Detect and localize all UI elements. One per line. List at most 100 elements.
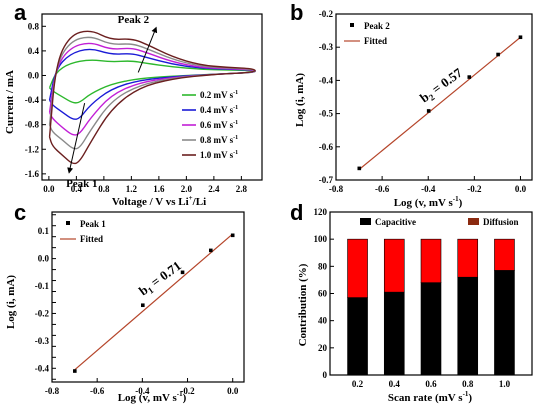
panel-c-series [73, 233, 235, 373]
panel-d-y-tick-label: 100 [314, 234, 328, 244]
fitted-line [358, 36, 521, 170]
panel-a-curves [48, 30, 256, 165]
panel-a-x-tick-label: 1.6 [153, 184, 165, 194]
legend-point-marker [350, 23, 354, 27]
panel-b: b -0.8 -0.6 -0.4 -0.2 0.0-0.2-0.3-0.4-0.5-0.… [290, 0, 533, 209]
capacitive-bar [347, 297, 368, 376]
panel-d-x-tick-label: 1.0 [499, 379, 511, 389]
panel-c-y-tick-label: 0.0 [38, 254, 50, 264]
panel-b-x-tick-label: -0.8 [329, 184, 344, 194]
panel-b-x-tick-label: -0.4 [421, 184, 436, 194]
panel-a-y-tick-label: -0.4 [25, 95, 40, 105]
panel-d-y-tick-label: 120 [314, 207, 328, 217]
legend-label: Diffusion [483, 217, 519, 227]
cv-curve-1 [48, 59, 256, 104]
panel-c-y-axis-label: Log (i, mA) [5, 275, 17, 329]
panel-d-ticks: 0 20 40 60 80 100 120 0.2 0.4 0.6 0.8 1.0 [314, 207, 511, 389]
panel-a-letter: a [14, 0, 27, 25]
data-point [467, 75, 472, 79]
peak-2-arrow [137, 26, 158, 73]
panel-b-y-tick-label: -0.4 [319, 75, 334, 85]
panel-a-x-tick-label: 1.2 [126, 184, 138, 194]
panel-a-x-tick-label: 0.0 [43, 184, 55, 194]
panel-d: d 0 20 40 60 80 100 120 0.2 0.4 0.6 0.8 1.0 Capacit… [290, 200, 533, 404]
peak-1-arrow [67, 103, 86, 174]
panel-c-x-tick-label: 0.0 [227, 386, 239, 396]
peak-arrows [67, 26, 158, 174]
data-point [496, 52, 500, 57]
panel-c-x-tick-label: -0.8 [45, 386, 60, 396]
panel-c-y-tick-label: -0.2 [35, 308, 50, 318]
data-point [141, 303, 145, 308]
panel-a-y-tick-label: -1.6 [25, 169, 40, 179]
panel-b-plot-frame [335, 13, 533, 181]
data-point [518, 35, 523, 40]
capacitive-bar [383, 291, 405, 376]
panel-b-letter: b [290, 0, 303, 25]
panel-b-ticks: -0.8 -0.6 -0.4 -0.2 0.0 -0.2 -0.3 -0.4 -0.5 -0.6 -… [319, 9, 527, 194]
panel-b-x-tick-label: -0.6 [375, 184, 390, 194]
panel-a-x-tick-label: 0.4 [71, 184, 83, 194]
panel-c: c -0.8 -0.6 -0.4 -0.2 0.00.10.0-0.1-0.2-0.3-… [5, 200, 245, 404]
panel-d-y-tick-label: 0 [323, 370, 328, 380]
panel-b-series [357, 35, 523, 171]
panel-b-x-tick-label: 0.0 [515, 184, 527, 194]
panel-d-x-tick-label: 0.6 [425, 379, 437, 389]
panel-d-y-tick-label: 60 [318, 289, 328, 299]
panel-d-x-tick-label: 0.8 [462, 379, 474, 389]
panel-d-x-tick-label: 0.4 [389, 379, 401, 389]
legend-label: Fitted [364, 36, 387, 46]
panel-d-letter: d [290, 200, 303, 225]
legend-point-marker [66, 221, 70, 225]
panel-b-y-tick-label: -0.5 [319, 109, 334, 119]
panel-c-x-tick-label: -0.2 [180, 386, 195, 396]
legend-label: 0.8 mV s-1 [200, 135, 238, 145]
panel-c-x-tick-label: -0.6 [90, 386, 105, 396]
diffusion-bar [457, 238, 479, 278]
panel-a-y-tick-label: 0.0 [28, 70, 40, 80]
peak-1-annotation: Peak 1 [66, 178, 97, 190]
panel-d-y-tick-label: 20 [318, 343, 328, 353]
panel-a-y-tick-label: -0.8 [25, 120, 40, 130]
panel-c-ticks: -0.8 -0.6 -0.4 -0.2 0.0 0.1 0.0 -0.1 -0.2 -0.3 -0.… [35, 214, 239, 396]
legend-swatch [468, 218, 479, 225]
panel-b-x-axis-label: Log (v, mV s-1) [394, 195, 463, 209]
legend-label: 0.4 mV s-1 [200, 105, 238, 115]
data-point [208, 248, 213, 253]
panel-a-x-axis-label: Voltage / V vs Li+/Li [112, 194, 206, 208]
panel-a-y-axis-label: Current / mA [4, 70, 16, 134]
panel-a-x-tick-label: 0.8 [98, 184, 110, 194]
diffusion-bar [383, 238, 405, 293]
panel-d-y-tick-label: 80 [318, 261, 328, 271]
panel-c-plot-frame [51, 211, 245, 383]
legend-label: Fitted [80, 234, 103, 244]
diffusion-bar [420, 238, 442, 283]
panel-c-x-tick-label: -0.4 [135, 386, 150, 396]
panel-c-y-tick-label: -0.4 [35, 363, 50, 373]
panel-b-x-tick-label: -0.2 [467, 184, 482, 194]
capacitive-bar [494, 270, 515, 376]
panel-a-x-tick-label: 2.0 [181, 184, 193, 194]
peak-2-annotation: Peak 2 [118, 14, 150, 26]
panel-d-y-axis-label: Contribution (%) [297, 263, 309, 346]
panel-d-x-tick-label: 0.2 [352, 379, 364, 389]
panel-c-y-tick-label: 0.1 [38, 226, 50, 236]
panel-a-y-tick-label: 0.4 [28, 46, 40, 56]
fitted-line [74, 233, 234, 371]
panel-a-plot-frame [41, 13, 263, 181]
panel-d-legend: Capacitive Diffusion [360, 217, 519, 227]
panel-a-y-tick-label: 0.8 [28, 21, 40, 31]
capacitive-bar [457, 276, 479, 376]
panel-c-slope-label: b1 = 0.71 [136, 258, 185, 300]
cv-curve-5 [48, 30, 256, 165]
legend-label: Peak 1 [80, 219, 106, 229]
panel-a-ticks: 0.0 0.4 0.8 1.2 1.6 2.0 2.4 2.8 -1.6 -1.2 -0.8 -0.4… [25, 21, 248, 194]
legend-label: 0.2 mV s-1 [200, 90, 238, 100]
panel-b-legend: Peak 2 Fitted [344, 21, 390, 46]
panel-a-legend: 0.2 mV s-1 0.4 mV s-1 0.6 mV s-1 0.8 mV s-1… [182, 90, 238, 160]
panel-b-slope-label: b2 = 0.57 [417, 65, 467, 107]
legend-label: Peak 2 [364, 21, 390, 31]
legend-swatch [360, 218, 371, 225]
panel-b-y-tick-label: -0.7 [319, 175, 334, 185]
